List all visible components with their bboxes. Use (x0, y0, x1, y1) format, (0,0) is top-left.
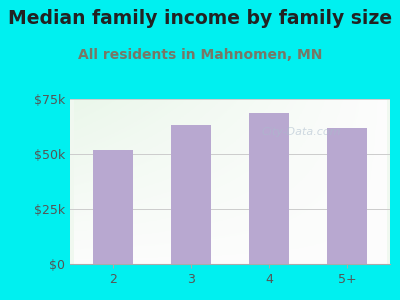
Bar (93, 150, 133, 264)
Bar (327, 128, 367, 264)
Text: City-Data.com: City-Data.com (262, 127, 342, 137)
Text: Median family income by family size: Median family income by family size (8, 9, 392, 28)
Bar (171, 125, 211, 264)
Text: All residents in Mahnomen, MN: All residents in Mahnomen, MN (78, 48, 322, 62)
Bar (249, 113, 289, 264)
